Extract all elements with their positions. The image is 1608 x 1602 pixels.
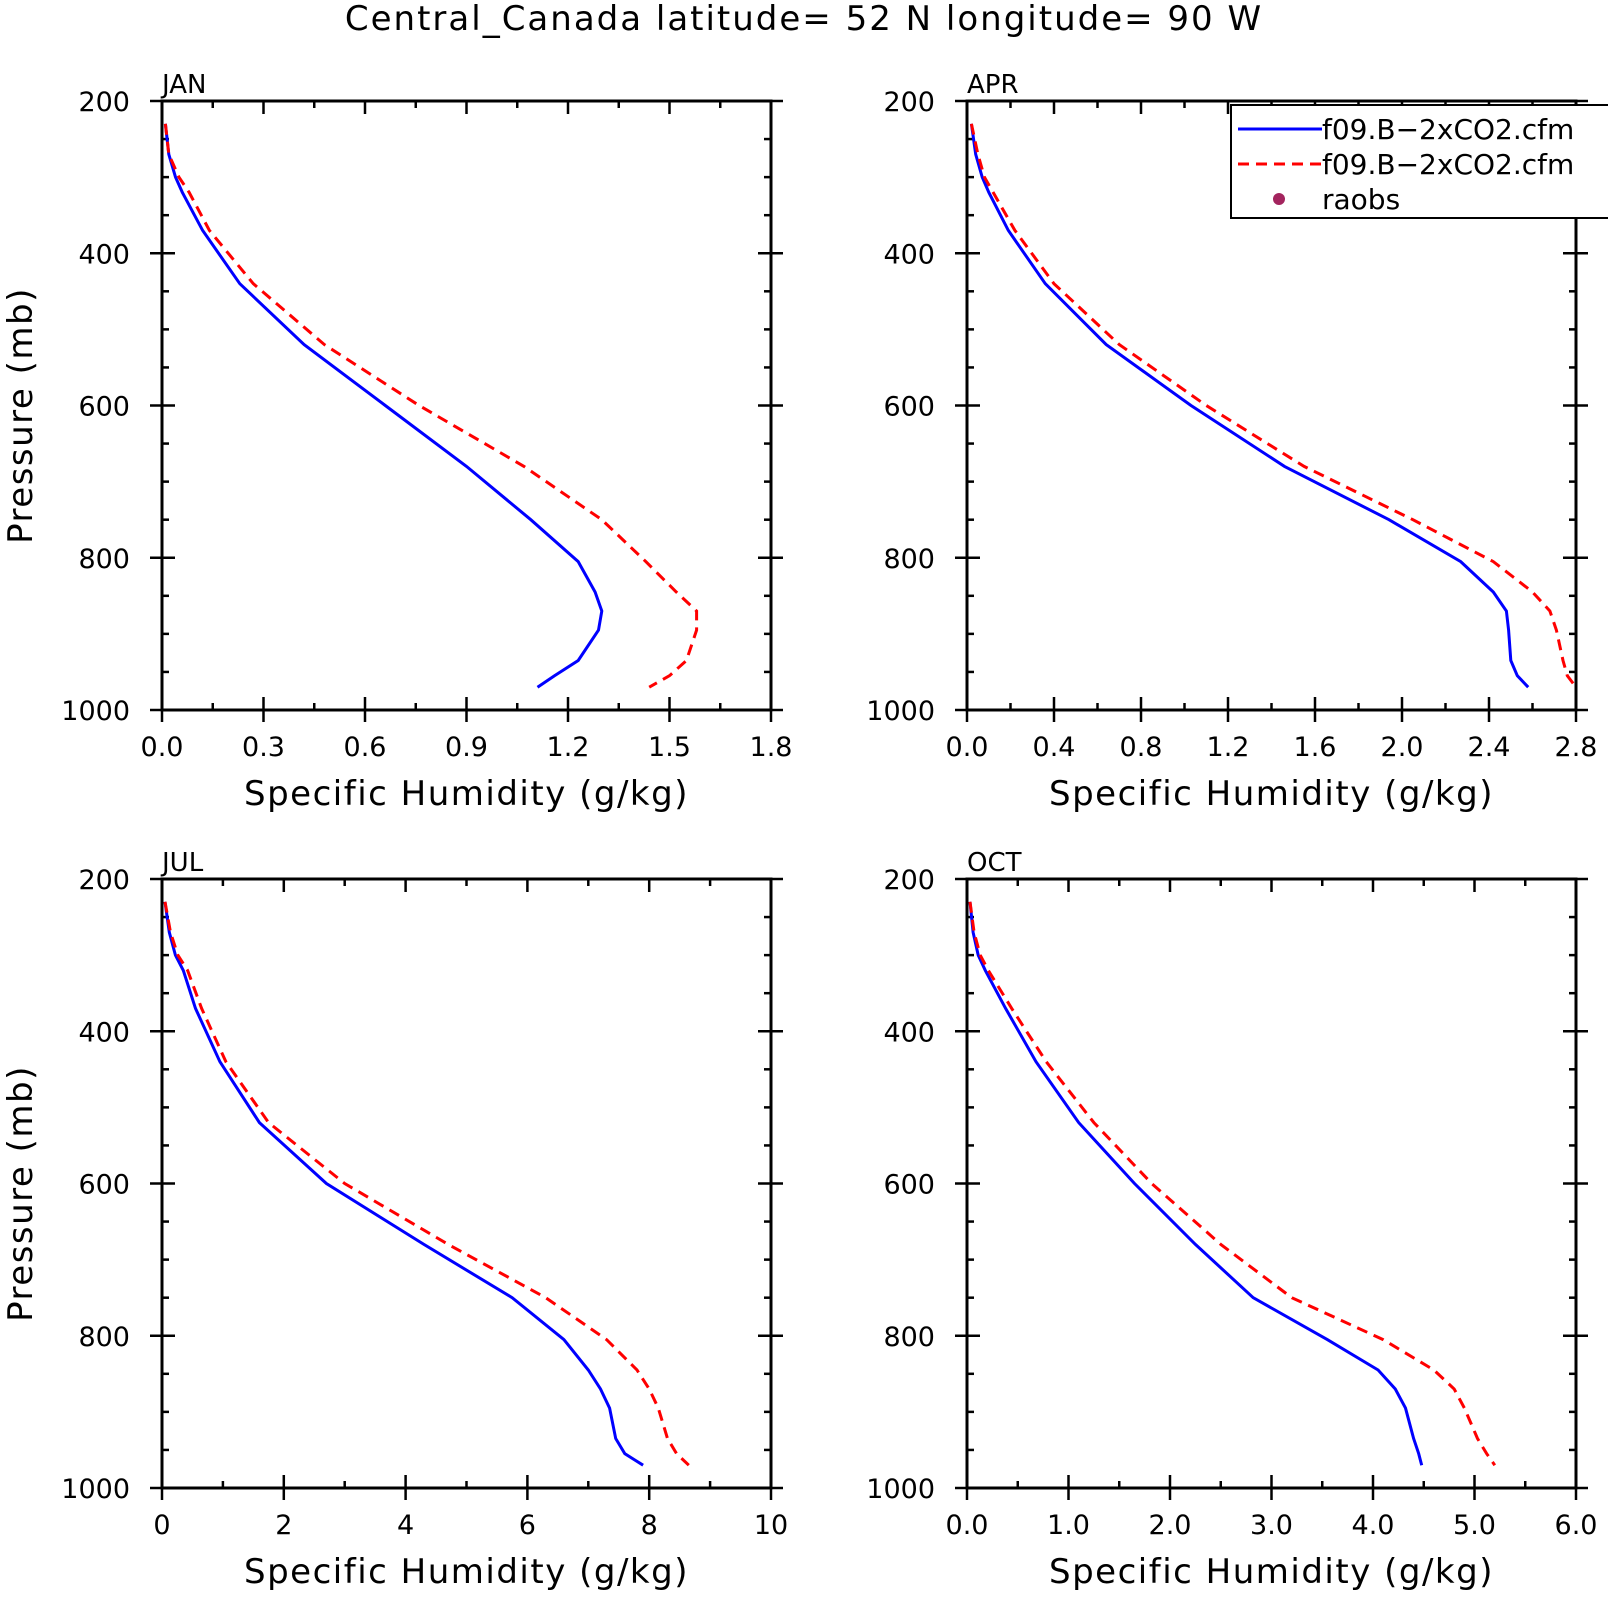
y-tick-label: 400: [78, 239, 130, 270]
x-tick-label: 0.0: [946, 732, 989, 763]
x-tick-label: 4: [397, 1510, 414, 1541]
x-tick-label: 3.0: [1250, 1510, 1293, 1541]
x-tick-label: 0.4: [1033, 732, 1076, 763]
y-tick-label: 1000: [61, 696, 130, 727]
y-tick-label: 200: [78, 865, 130, 896]
x-tick-label: 6.0: [1555, 1510, 1598, 1541]
y-tick-label: 600: [883, 1170, 935, 1201]
x-tick-label: 0.3: [242, 732, 285, 763]
x-tick-label: 1.6: [1294, 732, 1337, 763]
x-axis-label: Specific Humidity (g/kg): [1049, 1552, 1494, 1592]
y-axis-label: Pressure (mb): [1, 1065, 41, 1322]
x-tick-label: 1.2: [547, 732, 590, 763]
plot-frame: [160, 99, 773, 712]
y-tick-label: 1000: [866, 1474, 935, 1505]
series-line-dashed: [163, 901, 690, 1467]
x-tick-label: 0.6: [344, 732, 387, 763]
legend-label: f09.B−2xCO2.cfm: [1322, 113, 1574, 146]
x-tick-label: 0: [153, 1510, 170, 1541]
panel-oct: OCT 0.0 1.0 2.0 3.0 4.0 5.0 6.0 200 400 600 800 1000…: [866, 848, 1597, 1592]
y-tick-label: 1000: [866, 696, 935, 727]
x-tick-label: 2.4: [1468, 732, 1511, 763]
x-tick-label: 0.9: [445, 732, 488, 763]
series-line-solid: [163, 123, 604, 689]
x-tick-label: 1.8: [750, 732, 793, 763]
y-tick-label: 200: [883, 87, 935, 118]
y-tick-label: 600: [883, 392, 935, 423]
x-axis-label: Specific Humidity (g/kg): [244, 774, 689, 814]
x-tick-label: 1.0: [1047, 1510, 1090, 1541]
series-line-solid: [968, 901, 1424, 1466]
panel-label: JUL: [160, 848, 204, 878]
legend-box: [1230, 104, 1608, 219]
legend-label: f09.B−2xCO2.cfm: [1322, 148, 1574, 181]
x-tick-label: 1.5: [648, 732, 691, 763]
legend-item: f09.B−2xCO2.cfm: [1238, 113, 1574, 146]
x-tick-label: 0.8: [1120, 732, 1163, 763]
figure-title: Central_Canada latitude= 52 N longitude=…: [345, 0, 1263, 39]
y-tick-label: 400: [883, 239, 935, 270]
plot-frame: [160, 877, 773, 1490]
y-tick-label: 800: [78, 544, 130, 575]
x-axis-label: Specific Humidity (g/kg): [1049, 774, 1494, 814]
panel-apr: APR 0.0 0.4 0.8 1.2 1.6 2.0 2.4 2.8 200 400 600 800 1…: [866, 70, 1597, 814]
series-line-dashed: [969, 123, 1576, 689]
y-tick-label: 1000: [61, 1474, 130, 1505]
x-tick-label: 4.0: [1352, 1510, 1395, 1541]
panel-label: OCT: [967, 848, 1022, 878]
y-tick-label: 200: [78, 87, 130, 118]
series-line-solid: [969, 123, 1530, 689]
x-tick-label: 2: [275, 1510, 292, 1541]
y-tick-label: 800: [883, 544, 935, 575]
legend-item: f09.B−2xCO2.cfm: [1238, 148, 1574, 181]
y-tick-label: 800: [78, 1322, 130, 1353]
x-tick-label: 2.0: [1149, 1510, 1192, 1541]
y-tick-label: 400: [78, 1017, 130, 1048]
y-tick-label: 600: [78, 392, 130, 423]
y-tick-label: 600: [78, 1170, 130, 1201]
x-tick-label: 6: [519, 1510, 536, 1541]
panel-jul: JUL 0 2 4 6 8 10 200 400 600 800 1000 Specific Humid…: [1, 848, 788, 1592]
legend-marker-dot: [1273, 193, 1285, 205]
x-tick-label: 10: [754, 1510, 788, 1541]
x-axis-label: Specific Humidity (g/kg): [244, 1552, 689, 1592]
y-axis-label: Pressure (mb): [1, 287, 41, 544]
y-tick-label: 400: [883, 1017, 935, 1048]
legend-label: raobs: [1322, 183, 1400, 216]
panel-jan: JAN 0.0 0.3 0.6 0.9 1.2 1.5 1.8 200 400 600 800 1000…: [1, 70, 792, 814]
plot-frame: [965, 877, 1578, 1490]
series-line-dashed: [163, 123, 699, 689]
x-tick-label: 1.2: [1207, 732, 1250, 763]
x-tick-label: 5.0: [1453, 1510, 1496, 1541]
y-tick-label: 800: [883, 1322, 935, 1353]
x-tick-label: 0.0: [141, 732, 184, 763]
series-line-dashed: [968, 901, 1497, 1467]
x-tick-label: 2.0: [1381, 732, 1424, 763]
panel-label: JAN: [160, 70, 206, 100]
series-line-solid: [163, 901, 644, 1467]
x-tick-label: 8: [641, 1510, 658, 1541]
x-tick-label: 2.8: [1555, 732, 1598, 763]
x-tick-label: 0.0: [946, 1510, 989, 1541]
y-tick-label: 200: [883, 865, 935, 896]
panel-label: APR: [967, 70, 1019, 100]
legend-item: raobs: [1273, 183, 1400, 216]
